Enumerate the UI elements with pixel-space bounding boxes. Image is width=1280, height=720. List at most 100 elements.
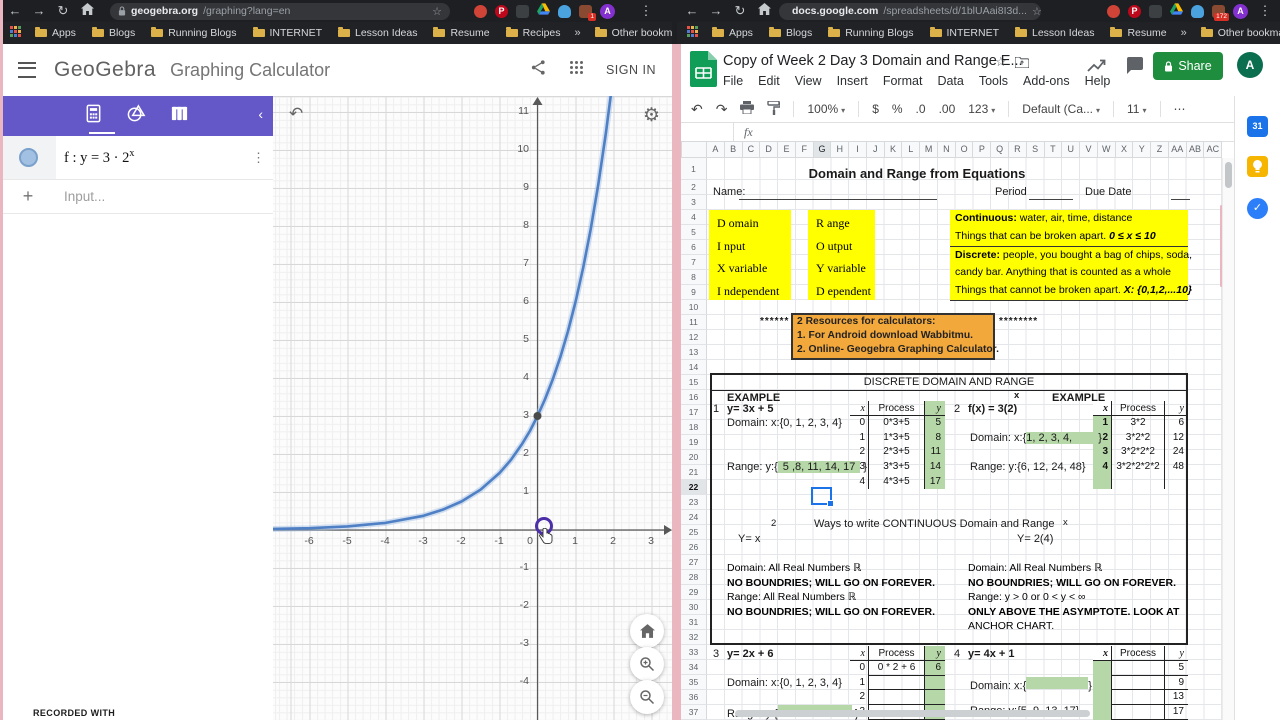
- bookmark-item[interactable]: Running Blogs: [151, 27, 237, 39]
- column-header[interactable]: W: [1098, 142, 1116, 157]
- menu-item[interactable]: File: [723, 74, 744, 88]
- column-header[interactable]: C: [743, 142, 761, 157]
- column-header[interactable]: A: [707, 142, 725, 157]
- apps-grid-icon[interactable]: [687, 24, 698, 42]
- column-header[interactable]: E: [778, 142, 796, 157]
- keep-icon[interactable]: [1247, 156, 1268, 177]
- menu-item[interactable]: Help: [1084, 74, 1111, 88]
- extension-lms-icon[interactable]: 172: [1212, 4, 1229, 21]
- chrome-menu-icon[interactable]: ⋮: [1258, 3, 1272, 18]
- apps-menu-icon[interactable]: [569, 60, 584, 80]
- menu-item[interactable]: Data: [937, 74, 964, 88]
- home-view-button[interactable]: [630, 614, 664, 648]
- column-header[interactable]: Y: [1133, 142, 1152, 157]
- column-header[interactable]: R: [1009, 142, 1027, 157]
- sign-in-button[interactable]: SIGN IN: [605, 63, 656, 77]
- toolbar-more-button[interactable]: ⋯: [1173, 102, 1186, 116]
- home-icon[interactable]: [78, 0, 96, 22]
- vertical-scrollbar[interactable]: [1222, 158, 1235, 720]
- extension-dark-icon[interactable]: [1149, 4, 1162, 18]
- expression-menu-icon[interactable]: ⋮: [252, 149, 265, 165]
- share-button[interactable]: Share: [1153, 52, 1223, 80]
- row-header[interactable]: 16: [681, 390, 707, 405]
- row-header[interactable]: 24: [681, 510, 707, 525]
- chrome-menu-icon[interactable]: ⋮: [639, 3, 653, 18]
- extension-cloud-icon[interactable]: [558, 4, 571, 18]
- row-header[interactable]: 36: [681, 690, 707, 705]
- row-header[interactable]: 35: [681, 675, 707, 690]
- column-header[interactable]: V: [1080, 142, 1098, 157]
- column-header[interactable]: AB: [1187, 142, 1205, 157]
- bookmark-item[interactable]: Apps: [712, 27, 753, 39]
- forward-icon[interactable]: →: [709, 3, 723, 18]
- row-header[interactable]: 23: [681, 495, 707, 510]
- menu-item[interactable]: Add-ons: [1023, 74, 1070, 88]
- back-icon[interactable]: ←: [8, 3, 22, 18]
- row-header[interactable]: 33: [681, 645, 707, 660]
- column-header[interactable]: L: [902, 142, 921, 157]
- row-header[interactable]: 26: [681, 540, 707, 555]
- row-header[interactable]: 5: [681, 225, 707, 240]
- tab-tools-icon[interactable]: [127, 104, 146, 128]
- column-header[interactable]: T: [1045, 142, 1063, 157]
- add-expression-icon[interactable]: +: [22, 186, 34, 206]
- column-header[interactable]: P: [973, 142, 992, 157]
- row-header[interactable]: 22: [681, 480, 707, 495]
- zoom-select[interactable]: 100%: [807, 102, 845, 116]
- expression-input[interactable]: Input...: [64, 189, 106, 204]
- row-header[interactable]: 2: [681, 180, 707, 195]
- row-header[interactable]: 8: [681, 270, 707, 285]
- bookmark-item[interactable]: Blogs: [768, 27, 812, 39]
- zoom-out-button[interactable]: [630, 680, 664, 714]
- corner-cell[interactable]: [681, 141, 707, 158]
- extension-red-icon[interactable]: [1107, 4, 1120, 18]
- more-formats-button[interactable]: 123: [968, 102, 995, 116]
- name-box[interactable]: [677, 123, 734, 141]
- document-title[interactable]: Copy of Week 2 Day 3 Domain and Range E.…: [723, 53, 1023, 69]
- bookmark-item[interactable]: Resume: [1110, 27, 1167, 39]
- pinterest-icon[interactable]: P: [1128, 4, 1141, 18]
- row-header[interactable]: 14: [681, 360, 707, 375]
- column-header[interactable]: N: [938, 142, 956, 157]
- print-icon[interactable]: [740, 101, 755, 117]
- undo-icon[interactable]: ↶: [289, 104, 304, 123]
- row-header[interactable]: 20: [681, 450, 707, 465]
- menu-item[interactable]: Insert: [836, 74, 868, 88]
- row-header[interactable]: 4: [681, 210, 707, 225]
- menu-item[interactable]: Edit: [758, 74, 780, 88]
- row-header[interactable]: 29: [681, 585, 707, 600]
- drive-icon[interactable]: [537, 2, 550, 20]
- account-avatar[interactable]: A: [1237, 52, 1263, 78]
- column-header[interactable]: AC: [1204, 142, 1223, 157]
- extension-lms-icon[interactable]: 1: [579, 4, 596, 21]
- address-bar[interactable]: geogebra.org/graphing?lang=en ☆: [110, 2, 450, 20]
- edit-history-icon[interactable]: [1087, 58, 1107, 79]
- bookmark-item[interactable]: Blogs: [91, 27, 135, 39]
- geogebra-logo[interactable]: GeoGebra: [54, 58, 157, 81]
- zoom-in-button[interactable]: [630, 647, 664, 681]
- row-header[interactable]: 18: [681, 420, 707, 435]
- collapse-panel-icon[interactable]: ‹: [258, 106, 263, 122]
- extension-cloud-icon[interactable]: [1191, 4, 1204, 18]
- column-header[interactable]: J: [867, 142, 885, 157]
- column-header[interactable]: U: [1062, 142, 1081, 157]
- row-header[interactable]: 7: [681, 255, 707, 270]
- redo-icon[interactable]: ↷: [715, 100, 728, 117]
- tasks-icon[interactable]: ✓: [1247, 198, 1268, 219]
- bookmarks-overflow-icon[interactable]: »: [574, 27, 581, 39]
- graph-view[interactable]: -6 -5 -4 -3 -2 -1 0 1 2 3 11 10 9 8 7 6 5 4 3 2 1 -1 -2 -3 -4 ↶…: [273, 96, 672, 720]
- extension-dark-icon[interactable]: [516, 4, 529, 18]
- bookmark-item[interactable]: INTERNET: [252, 27, 322, 39]
- profile-avatar[interactable]: A: [600, 3, 615, 19]
- column-header[interactable]: Z: [1151, 142, 1169, 157]
- tab-table-icon[interactable]: [170, 104, 189, 128]
- column-header[interactable]: D: [760, 142, 779, 157]
- sheet-grid[interactable]: [707, 158, 1222, 720]
- format-percent-button[interactable]: %: [891, 102, 903, 116]
- extension-red-icon[interactable]: [474, 4, 487, 18]
- undo-icon[interactable]: ↶: [691, 100, 703, 117]
- row-header[interactable]: 37: [681, 705, 707, 720]
- bookmark-item[interactable]: Lesson Ideas: [338, 27, 417, 39]
- bookmark-star-icon[interactable]: ☆: [432, 5, 442, 18]
- input-row[interactable]: + Input...: [0, 180, 273, 214]
